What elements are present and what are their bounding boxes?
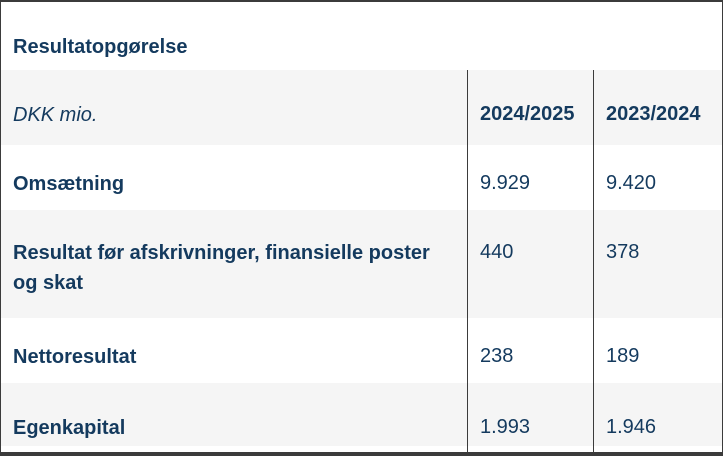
row-value-previous: 189	[593, 318, 722, 383]
clipped-next-row	[1, 446, 722, 452]
clipped-cell	[467, 446, 593, 452]
row-label: Resultat før afskrivninger, finansielle …	[13, 242, 430, 294]
table-title: Resultatopgørelse	[13, 36, 188, 58]
row-value-current: 1.993	[467, 383, 593, 446]
table-header-row: DKK mio. 2024/2025 2023/2024	[1, 70, 722, 145]
row-value-current: 440	[467, 210, 593, 318]
row-value-current: 238	[467, 318, 593, 383]
column-header-2023-2024: 2023/2024	[593, 70, 722, 145]
table-row-nettoresultat: Nettoresultat 238 189	[1, 318, 722, 383]
table-row-resultat-foer-afskrivninger: Resultat før afskrivninger, finansielle …	[1, 210, 722, 318]
clipped-cell	[1, 446, 467, 452]
row-label: Omsætning	[13, 173, 125, 195]
row-value-previous: 378	[593, 210, 722, 318]
row-value-current: 9.929	[467, 145, 593, 210]
row-label: Nettoresultat	[13, 346, 137, 368]
clipped-cell	[593, 446, 722, 452]
row-value-previous: 1.946	[593, 383, 722, 446]
row-value-previous: 9.420	[593, 145, 722, 210]
unit-label: DKK mio.	[13, 104, 98, 126]
table-row-omsaetning: Omsætning 9.929 9.420	[1, 145, 722, 210]
table-row-egenkapital: Egenkapital 1.993 1.946	[1, 383, 722, 446]
row-label: Egenkapital	[13, 417, 126, 439]
column-header-2024-2025: 2024/2025	[467, 70, 593, 145]
table-title-row: Resultatopgørelse	[1, 2, 722, 70]
